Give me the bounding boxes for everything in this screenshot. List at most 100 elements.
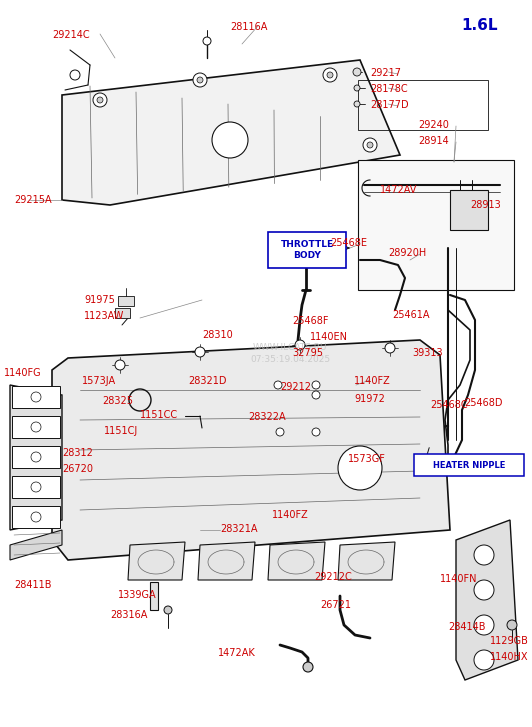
Text: 1573JA: 1573JA: [82, 376, 116, 386]
Polygon shape: [10, 385, 62, 530]
Circle shape: [97, 97, 103, 103]
Circle shape: [312, 391, 320, 399]
Text: 28321D: 28321D: [188, 376, 227, 386]
Polygon shape: [10, 530, 62, 560]
Text: 32795: 32795: [292, 348, 323, 358]
Bar: [12, 386, 60, 408]
Text: WWW.ILCATS.RU: WWW.ILCATS.RU: [253, 343, 327, 353]
Bar: [150, 582, 158, 610]
Text: 29212C: 29212C: [314, 572, 352, 582]
Bar: [12, 416, 60, 438]
Text: 28116A: 28116A: [230, 22, 268, 32]
Text: 28920H: 28920H: [388, 248, 426, 258]
Text: 1140FZ: 1140FZ: [354, 376, 390, 386]
Circle shape: [363, 138, 377, 152]
Text: 29212: 29212: [280, 382, 311, 392]
Text: 28321A: 28321A: [220, 524, 257, 534]
Bar: [115, 308, 130, 318]
Polygon shape: [456, 520, 518, 680]
Text: 28325: 28325: [102, 396, 133, 406]
Circle shape: [367, 142, 373, 148]
Text: 29240: 29240: [418, 120, 449, 130]
Circle shape: [164, 606, 172, 614]
Text: 25468C: 25468C: [430, 400, 468, 410]
Circle shape: [354, 101, 360, 107]
Text: 28177D: 28177D: [370, 100, 409, 110]
Text: THROTTLE
BODY: THROTTLE BODY: [280, 241, 334, 260]
Text: 91975: 91975: [84, 295, 115, 305]
Circle shape: [323, 68, 337, 82]
Polygon shape: [62, 60, 400, 205]
Text: 28322A: 28322A: [248, 412, 286, 422]
Text: 07:35:19.04.2025: 07:35:19.04.2025: [250, 356, 330, 364]
Circle shape: [31, 422, 41, 432]
Polygon shape: [268, 542, 325, 580]
Text: 25468F: 25468F: [292, 316, 328, 326]
Text: 28310: 28310: [202, 330, 233, 340]
Text: 25468D: 25468D: [464, 398, 503, 408]
Circle shape: [295, 340, 305, 350]
Bar: [118, 296, 134, 306]
Text: 29217: 29217: [370, 68, 401, 78]
Text: 29215A: 29215A: [14, 195, 52, 205]
Text: 1151CJ: 1151CJ: [104, 426, 138, 436]
Text: 28316A: 28316A: [110, 610, 147, 620]
Circle shape: [354, 85, 360, 91]
Circle shape: [31, 392, 41, 402]
Circle shape: [312, 381, 320, 389]
Circle shape: [193, 73, 207, 87]
Bar: [12, 446, 60, 468]
Circle shape: [195, 347, 205, 357]
Circle shape: [115, 360, 125, 370]
Text: HEATER NIPPLE: HEATER NIPPLE: [433, 460, 505, 470]
Bar: [450, 190, 488, 230]
Circle shape: [93, 93, 107, 107]
Bar: [268, 232, 346, 268]
Circle shape: [507, 620, 517, 630]
Text: 28411B: 28411B: [14, 580, 52, 590]
Circle shape: [353, 68, 361, 76]
Text: 28913: 28913: [470, 200, 501, 210]
Text: 1140HX: 1140HX: [490, 652, 528, 662]
Bar: [358, 160, 514, 290]
Text: 1472AK: 1472AK: [218, 648, 256, 658]
Polygon shape: [198, 542, 255, 580]
Text: 1140FG: 1140FG: [4, 368, 41, 378]
Text: 29214C: 29214C: [52, 30, 89, 40]
Text: 26720: 26720: [62, 464, 93, 474]
Circle shape: [31, 452, 41, 462]
Bar: [358, 80, 488, 130]
Text: 1140FZ: 1140FZ: [272, 510, 309, 520]
Text: 1339GA: 1339GA: [118, 590, 156, 600]
Polygon shape: [338, 542, 395, 580]
Text: 91972: 91972: [354, 394, 385, 404]
Circle shape: [212, 122, 248, 158]
Text: 1472AV: 1472AV: [380, 185, 418, 195]
Text: 25468E: 25468E: [330, 238, 367, 248]
Circle shape: [474, 615, 494, 635]
Text: 28312: 28312: [62, 448, 93, 458]
Text: 1573GF: 1573GF: [348, 454, 386, 464]
Text: 1151CC: 1151CC: [140, 410, 178, 420]
Bar: [12, 476, 60, 498]
Circle shape: [474, 580, 494, 600]
Text: 28914: 28914: [418, 136, 449, 146]
Text: 28414B: 28414B: [448, 622, 486, 632]
Text: 25461A: 25461A: [392, 310, 429, 320]
Circle shape: [274, 381, 282, 389]
Text: 1123AW: 1123AW: [84, 311, 124, 321]
Polygon shape: [52, 340, 450, 560]
Text: 28178C: 28178C: [370, 84, 408, 94]
Text: 1.6L: 1.6L: [461, 18, 498, 33]
Circle shape: [31, 482, 41, 492]
Polygon shape: [128, 542, 185, 580]
Circle shape: [197, 77, 203, 83]
Circle shape: [474, 545, 494, 565]
Circle shape: [338, 446, 382, 490]
Text: 1140EN: 1140EN: [310, 332, 348, 342]
Circle shape: [203, 37, 211, 45]
Circle shape: [303, 662, 313, 672]
Circle shape: [31, 512, 41, 522]
Circle shape: [385, 343, 395, 353]
Text: 26721: 26721: [320, 600, 351, 610]
